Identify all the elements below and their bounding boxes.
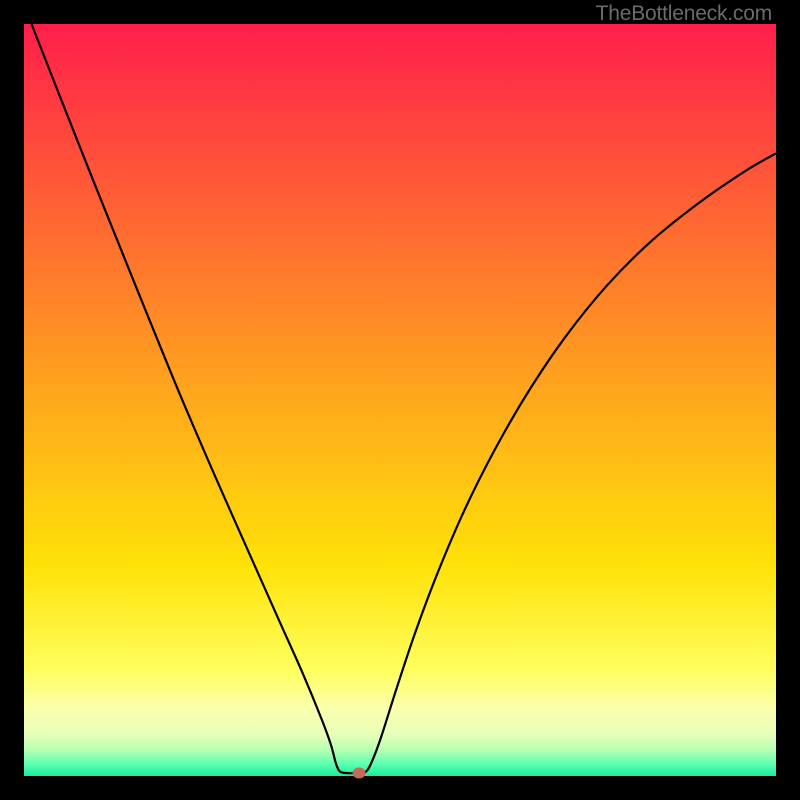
watermark-text: TheBottleneck.com xyxy=(596,2,772,26)
trough-marker xyxy=(353,767,366,778)
chart-container: TheBottleneck.com xyxy=(0,0,800,800)
plot-area xyxy=(24,24,776,776)
